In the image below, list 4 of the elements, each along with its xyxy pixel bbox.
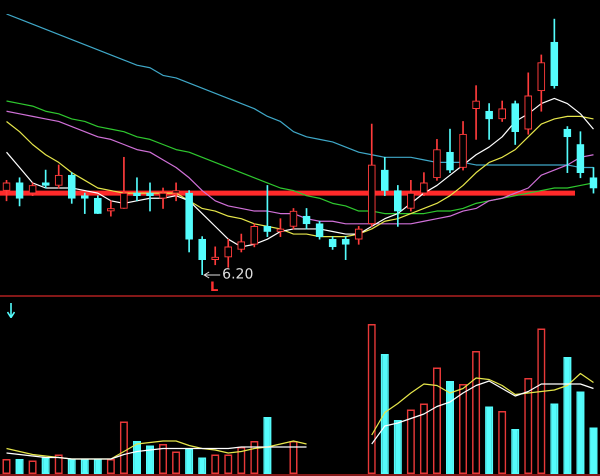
annotation: 6.20	[222, 266, 254, 283]
candlestick	[159, 188, 167, 209]
candlestick	[276, 218, 284, 237]
text: L	[210, 280, 218, 295]
